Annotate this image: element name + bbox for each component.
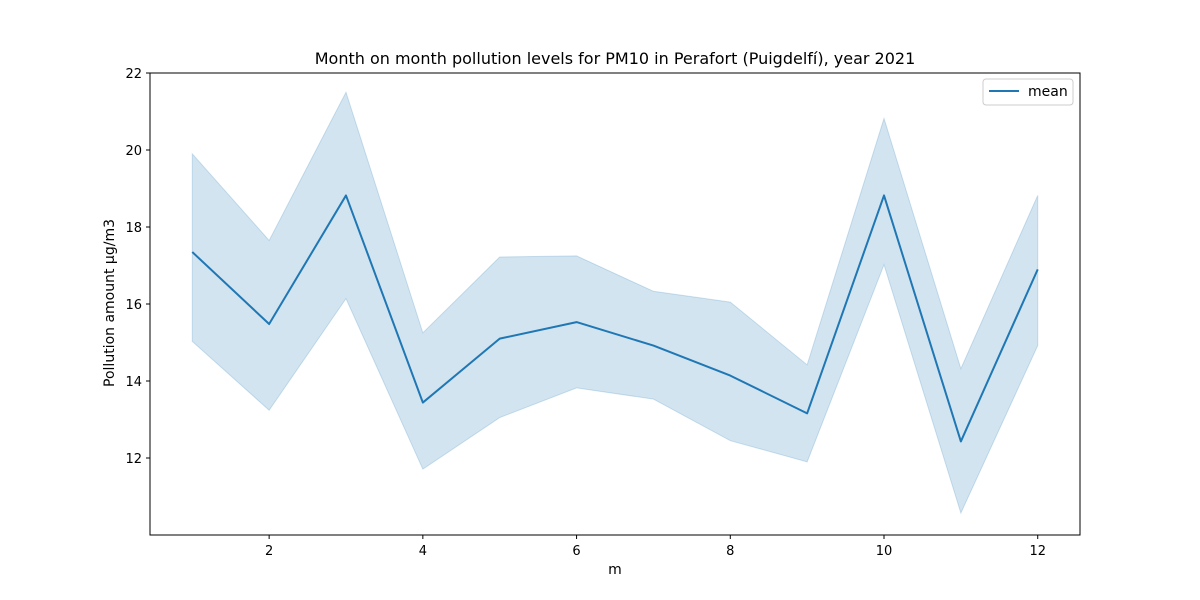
x-tick-label: 2	[265, 544, 273, 559]
x-tick-label: 8	[726, 544, 734, 559]
y-tick-label: 12	[125, 452, 142, 467]
y-tick-label: 22	[125, 67, 142, 82]
y-tick-label: 18	[125, 221, 142, 236]
legend-label-mean: mean	[1028, 84, 1068, 100]
y-tick-label: 16	[125, 298, 142, 313]
y-tick-label: 14	[125, 375, 142, 390]
series-line-layer	[191, 194, 1039, 443]
y-axis-label: Pollution amount μg/m3	[102, 219, 118, 387]
legend: mean	[982, 78, 1074, 106]
series-line-mean	[191, 194, 1039, 443]
confidence-band	[191, 90, 1039, 515]
y-axis-ticks: 12 14 16 18 20 22	[125, 67, 150, 467]
x-axis-ticks: 2 4 6 8 10 12	[265, 535, 1046, 559]
confidence-band-layer	[191, 90, 1039, 515]
x-axis-label: m	[608, 562, 622, 578]
x-tick-label: 10	[876, 544, 893, 559]
chart-title: Month on month pollution levels for PM10…	[315, 49, 916, 68]
x-tick-label: 6	[572, 544, 580, 559]
x-tick-label: 4	[419, 544, 427, 559]
y-tick-label: 20	[125, 144, 142, 159]
x-tick-label: 12	[1029, 544, 1046, 559]
legend-box	[982, 78, 1074, 106]
